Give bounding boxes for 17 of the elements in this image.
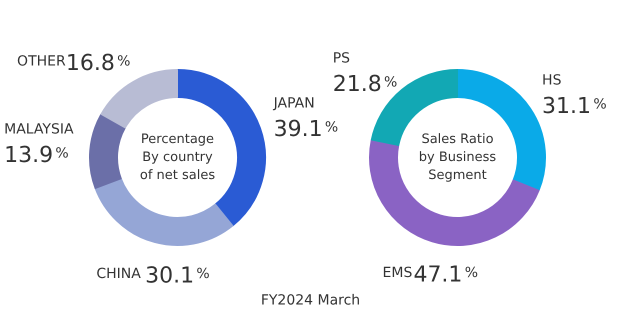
slice-label: JAPAN bbox=[272, 95, 315, 112]
data-label: 13.9% bbox=[4, 143, 69, 168]
data-label: 30.1% bbox=[145, 263, 210, 288]
data-label: 16.8% bbox=[66, 50, 130, 76]
slice-label: MALAYSIA bbox=[4, 122, 74, 138]
slice-label: CHINA bbox=[96, 266, 142, 282]
text: FY2024 March bbox=[260, 292, 360, 308]
data-label: 39.1% bbox=[274, 116, 338, 142]
text: Percentage By country of net sales bbox=[140, 132, 216, 183]
data-label: 47.1% bbox=[413, 262, 478, 288]
text: Sales Ratio by Business Segment bbox=[418, 132, 496, 183]
data-label: 31.1% bbox=[542, 94, 607, 119]
slice-label: OTHER bbox=[17, 53, 66, 70]
slice-label: HS bbox=[542, 72, 562, 88]
slice-label: EMS bbox=[382, 265, 412, 282]
data-label: 21.8% bbox=[332, 72, 398, 97]
slice-label: PS bbox=[332, 50, 350, 66]
